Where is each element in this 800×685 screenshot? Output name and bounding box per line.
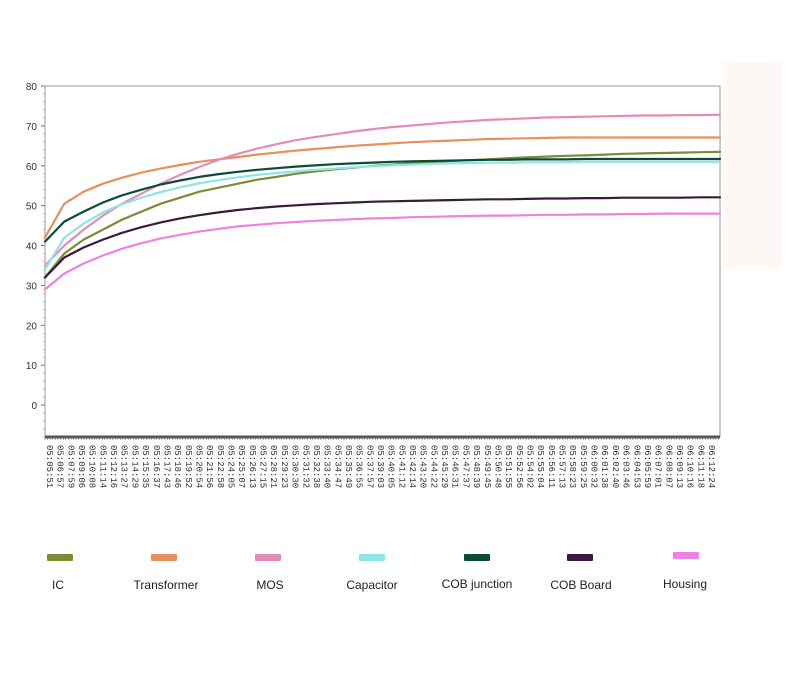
x-tick-label: 05:50:48 — [492, 445, 502, 488]
x-tick-label: 05:39:03 — [375, 445, 385, 488]
x-tick-label: 05:13:27 — [119, 445, 129, 488]
x-tick-label: 05:19:52 — [183, 445, 193, 488]
x-tick-label: 05:45:29 — [439, 445, 449, 488]
x-tick-label: 05:06:57 — [55, 445, 65, 488]
x-tick-label: 06:10:16 — [685, 445, 695, 488]
legend-swatch — [359, 554, 385, 561]
series-line-housing — [43, 212, 722, 291]
legend-label: IC — [52, 578, 64, 592]
x-tick-label: 05:52:56 — [514, 445, 524, 488]
x-tick-label: 06:05:59 — [642, 445, 652, 488]
y-tick-label: 70 — [26, 122, 38, 133]
x-tick-label: 06:12:24 — [706, 445, 716, 488]
y-tick-label: 60 — [26, 162, 38, 173]
y-tick-label: 50 — [26, 202, 38, 213]
y-axis: 0 10 20 30 40 50 60 70 80 — [26, 82, 721, 438]
x-tick-label: 05:32:38 — [311, 445, 321, 488]
x-tick-label: 05:47:37 — [460, 445, 470, 488]
series-line-capacitor — [43, 160, 722, 271]
legend-swatch — [151, 554, 177, 561]
legend-label: Capacitor — [346, 578, 398, 592]
x-tick-label: 05:16:37 — [151, 445, 161, 488]
y-tick-label: 10 — [26, 361, 38, 372]
x-tick-label: 05:27:15 — [258, 445, 268, 488]
series-line-cob-junction — [43, 157, 722, 243]
x-tick-label: 05:58:23 — [567, 445, 577, 488]
y-tick-label: 80 — [26, 82, 38, 93]
x-tick-label: 05:31:32 — [300, 445, 310, 488]
plot-frame — [44, 85, 721, 437]
x-tick-label: 05:37:57 — [364, 445, 374, 488]
x-tick-label: 05:18:46 — [172, 445, 182, 488]
x-tick-label: 06:04:53 — [631, 445, 641, 488]
x-tick-label: 06:03:46 — [621, 445, 631, 488]
x-tick-label: 05:26:13 — [247, 445, 257, 488]
x-tick-label: 05:24:05 — [226, 445, 236, 488]
series-line-cob-board — [43, 196, 722, 279]
x-tick-label: 05:17:43 — [161, 445, 171, 488]
x-tick-label: 05:15:35 — [140, 445, 150, 488]
x-tick-label: 05:22:58 — [215, 445, 225, 488]
x-tick-label: 05:30:30 — [290, 445, 300, 488]
x-tick-label: 05:54:02 — [524, 445, 534, 488]
x-tick-label: 05:07:59 — [65, 445, 75, 488]
x-tick-label: 05:29:23 — [279, 445, 289, 488]
legend-swatch — [673, 552, 699, 559]
x-tick-label: 05:09:06 — [76, 445, 86, 488]
x-tick-label: 06:08:07 — [663, 445, 673, 488]
x-tick-label: 05:59:25 — [578, 445, 588, 488]
x-tick-label: 05:21:56 — [204, 445, 214, 488]
x-tick-label: 05:57:13 — [557, 445, 567, 488]
legend-label: COB junction — [441, 577, 513, 591]
legend-swatch — [567, 554, 593, 561]
x-tick-label: 05:14:29 — [129, 445, 139, 488]
x-tick-label: 05:49:45 — [482, 445, 492, 488]
x-tick-label: 05:34:47 — [332, 445, 342, 488]
x-tick-label: 05:46:31 — [450, 445, 460, 488]
y-tick-label: 30 — [26, 281, 38, 292]
x-tick-label: 05:36:55 — [354, 445, 364, 488]
x-tick-label: 05:44:22 — [428, 445, 438, 488]
x-axis: 05:05:51 05:06:57 05:07:59 05:09:06 05:10:08… — [44, 435, 720, 488]
y-tick-label: 40 — [26, 242, 38, 253]
legend-swatch — [255, 554, 281, 561]
x-tick-label: 05:42:14 — [407, 445, 417, 488]
x-tick-label: 05:41:12 — [396, 445, 406, 488]
x-tick-label: 05:10:08 — [87, 445, 97, 488]
side-panel — [724, 62, 782, 268]
legend-label: COB Board — [550, 578, 612, 592]
x-tick-label: 05:12:16 — [108, 445, 118, 488]
legend-label: MOS — [256, 578, 284, 592]
x-tick-label: 06:07:01 — [653, 445, 663, 488]
x-tick-label: 05:51:55 — [503, 445, 513, 488]
x-tick-label: 05:56:11 — [546, 445, 556, 488]
legend-swatch — [464, 554, 490, 561]
x-tick-label: 05:43:20 — [418, 445, 428, 488]
x-tick-label: 05:20:54 — [193, 445, 203, 488]
x-tick-label: 05:05:51 — [44, 445, 54, 488]
x-tick-label: 05:48:39 — [471, 445, 481, 488]
legend-label: Transformer — [133, 578, 199, 592]
legend-label: Housing — [662, 577, 708, 591]
x-tick-label: 05:11:14 — [97, 445, 107, 488]
x-tick-label: 05:25:07 — [236, 445, 246, 488]
x-tick-label: 06:01:38 — [599, 445, 609, 488]
x-tick-label: 06:11:18 — [695, 445, 705, 488]
x-tick-label: 06:00:32 — [589, 445, 599, 488]
x-tick-label: 05:55:04 — [535, 445, 545, 488]
legend-swatch — [47, 554, 73, 561]
x-tick-label: 05:28:21 — [268, 445, 278, 488]
x-tick-label: 05:35:49 — [343, 445, 353, 488]
x-tick-label: 05:40:05 — [386, 445, 396, 488]
x-tick-label: 05:33:40 — [322, 445, 332, 488]
y-tick-label: 0 — [31, 401, 37, 412]
x-tick-label: 06:02:40 — [610, 445, 620, 488]
x-tick-label: 06:09:13 — [674, 445, 684, 488]
y-tick-label: 20 — [26, 321, 38, 332]
series-line-transformer — [43, 136, 722, 239]
series-lines — [43, 113, 722, 291]
